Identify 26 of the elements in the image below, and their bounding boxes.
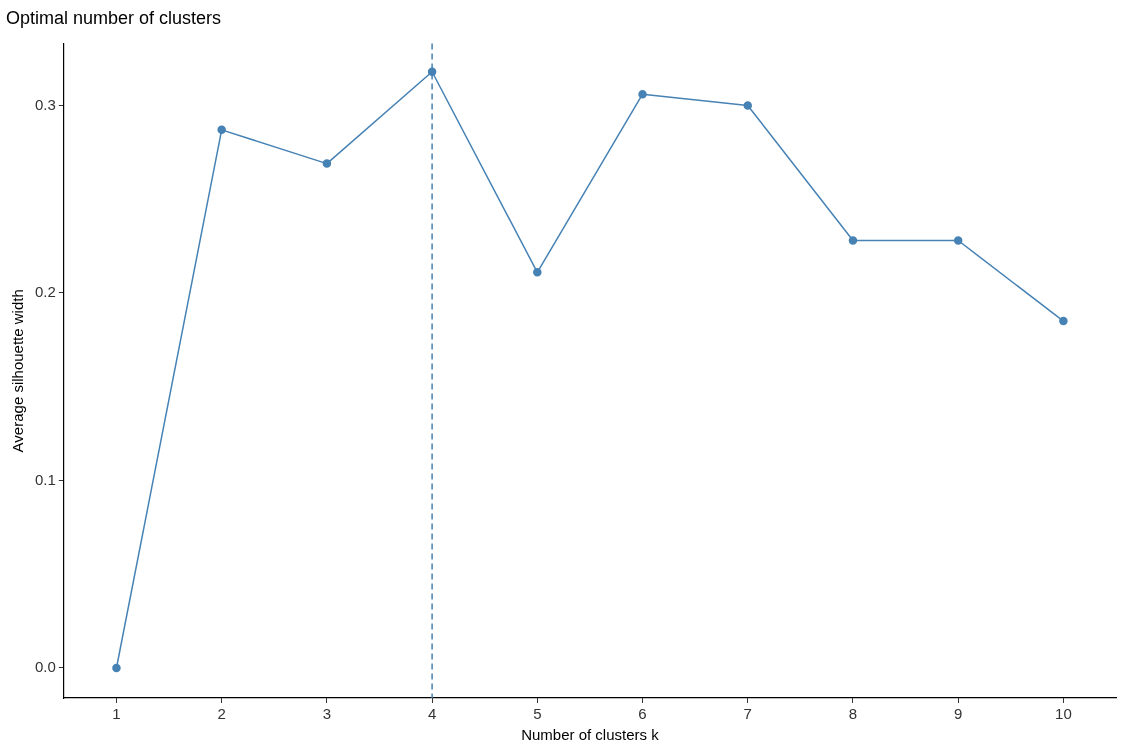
x-tick-label: 7 [743, 705, 752, 723]
chart-title: Optimal number of clusters [6, 7, 222, 28]
y-tick-label: 0.0 [34, 658, 56, 676]
point [743, 101, 752, 110]
point [322, 159, 332, 168]
x-tick-label: 1 [112, 705, 121, 723]
x-tick-label: 10 [1055, 705, 1072, 723]
x-tick-label: 3 [322, 705, 332, 723]
x-axis-title: Number of clusters k [521, 726, 660, 744]
point [638, 89, 647, 99]
y-tick-label: 0.1 [34, 470, 56, 488]
x-tick-label: 2 [217, 705, 226, 723]
x-tick-label: 9 [954, 705, 963, 723]
point [112, 663, 121, 673]
point [953, 236, 963, 245]
x-tick-label: 6 [638, 705, 647, 723]
x-tick-label: 4 [427, 705, 437, 723]
y-tick-label: 0.3 [34, 95, 56, 113]
point [533, 268, 542, 277]
point [217, 125, 226, 135]
y-tick-label: 0.2 [34, 283, 56, 301]
point [848, 236, 858, 245]
point [1059, 316, 1068, 326]
x-tick-label: 8 [848, 705, 858, 723]
y-axis-title: Average silhouette width [9, 289, 27, 453]
x-tick-label: 5 [533, 705, 542, 723]
